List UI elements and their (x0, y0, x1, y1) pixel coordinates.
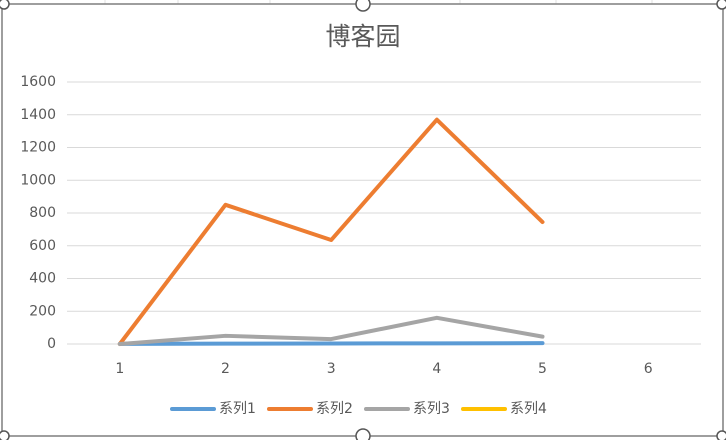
y-tick-label: 1200 (20, 140, 56, 156)
x-tick-label: 2 (221, 361, 230, 377)
series-line (117, 315, 545, 346)
legend-label: 系列3 (413, 401, 450, 417)
y-tick-label: 1400 (20, 107, 56, 123)
y-tick-label: 600 (29, 238, 56, 254)
y-tick-label: 400 (29, 271, 56, 287)
x-tick-label: 1 (115, 361, 124, 377)
legend-label: 系列1 (219, 401, 256, 417)
x-tick-label: 3 (327, 361, 336, 377)
x-tick-label: 5 (538, 361, 547, 377)
chart-frame (1, 3, 724, 437)
y-tick-label: 1600 (20, 74, 56, 90)
y-tick-label: 200 (29, 303, 56, 319)
legend-label: 系列2 (316, 401, 353, 417)
series-line (117, 117, 545, 346)
x-tick-label: 4 (432, 361, 441, 377)
y-tick-label: 800 (29, 205, 56, 221)
series-line (117, 341, 545, 346)
y-tick-label: 1000 (20, 172, 56, 188)
legend-label: 系列4 (510, 401, 547, 417)
chart-title: 博客园 (325, 22, 400, 51)
plot-area: 0 200 400 600 800 1000 1200 1400 1600 1 2 3 4 5 6 系列1 系列… (20, 74, 701, 417)
y-tick-label: 0 (47, 336, 56, 352)
x-tick-label: 6 (644, 361, 653, 377)
